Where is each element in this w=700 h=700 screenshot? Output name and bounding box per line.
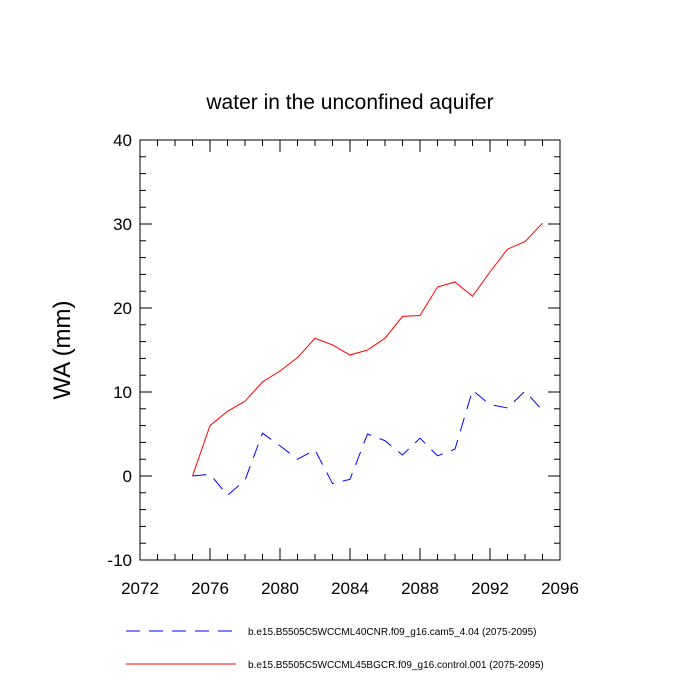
plot-frame — [139, 139, 561, 561]
x-tick-label: 2088 — [401, 579, 439, 598]
axis-ticks — [139, 139, 561, 561]
axis-tick-labels: 2072 2076 2080 2084 2088 2092 2096 -10 0 10 20 30 40 — [107, 131, 578, 598]
legend-label-2: b.e15.B5505C5WCCML45BGCR.f09_g16.control… — [248, 660, 544, 671]
y-tick-label: 30 — [113, 215, 132, 234]
series-layer — [192, 222, 543, 497]
x-tick-label: 2076 — [191, 579, 229, 598]
x-tick-label: 2072 — [121, 579, 159, 598]
y-tick-label: 0 — [123, 467, 132, 486]
legend-label-1: b.e15.B5505C5WCCML40CNR.f09_g16.cam5_4.0… — [248, 627, 537, 638]
y-tick-label: 20 — [113, 299, 132, 318]
series-line-1 — [192, 389, 543, 497]
x-tick-label: 2096 — [541, 579, 579, 598]
legend: b.e15.B5505C5WCCML40CNR.f09_g16.cam5_4.0… — [126, 627, 544, 671]
x-tick-label: 2080 — [261, 579, 299, 598]
x-tick-label: 2084 — [331, 579, 369, 598]
y-tick-label: -10 — [107, 551, 132, 570]
chart-title: water in the unconfined aquifer — [205, 91, 493, 114]
y-tick-label: 10 — [113, 383, 132, 402]
x-tick-label: 2092 — [471, 579, 509, 598]
series-line-2 — [192, 222, 543, 477]
y-tick-label: 40 — [113, 131, 132, 150]
y-axis-label: WA (mm) — [49, 300, 76, 399]
